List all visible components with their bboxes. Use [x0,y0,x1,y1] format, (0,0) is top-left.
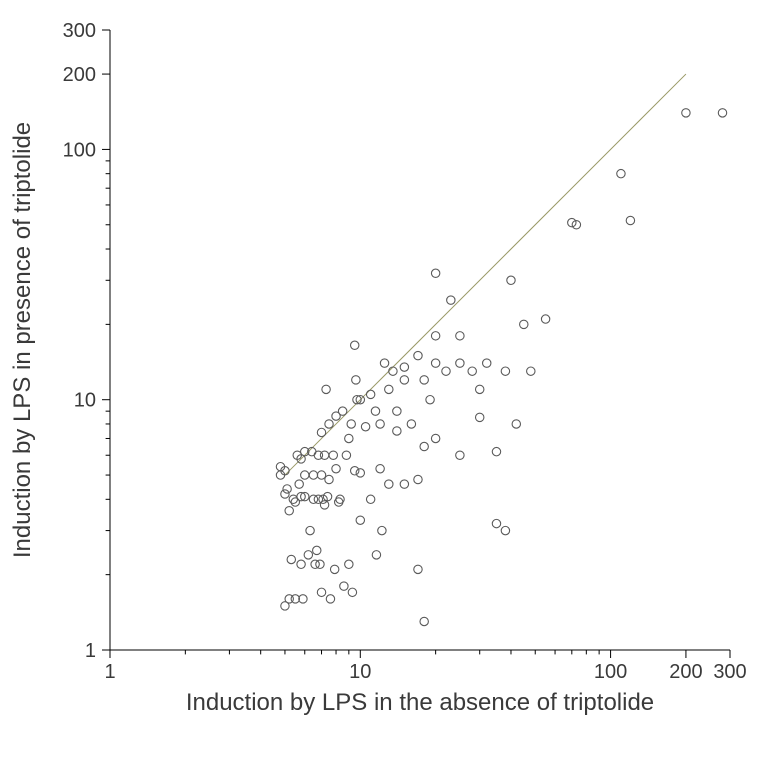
scatter-chart: 1 10 100 200 300 1 10 100 200 300 Induction by LPS… [0,0,774,758]
y-tick-label: 1 [85,640,96,662]
y-tick-label: 100 [63,139,96,161]
x-tick-label: 1 [104,661,115,683]
y-tick-label: 200 [63,64,96,86]
x-tick-label: 200 [669,661,702,683]
y-tick-label: 10 [74,390,96,412]
x-tick-label: 10 [349,661,371,683]
y-tick-label: 300 [63,20,96,42]
x-axis-label: Induction by LPS in the absence of tript… [186,689,654,716]
plot-bg [0,0,774,758]
chart-svg: 1 10 100 200 300 1 10 100 200 300 Induction by LPS… [0,0,774,758]
y-axis-label: Induction by LPS in presence of triptoli… [9,122,36,558]
x-tick-label: 300 [713,661,746,683]
x-tick-label: 100 [594,661,627,683]
